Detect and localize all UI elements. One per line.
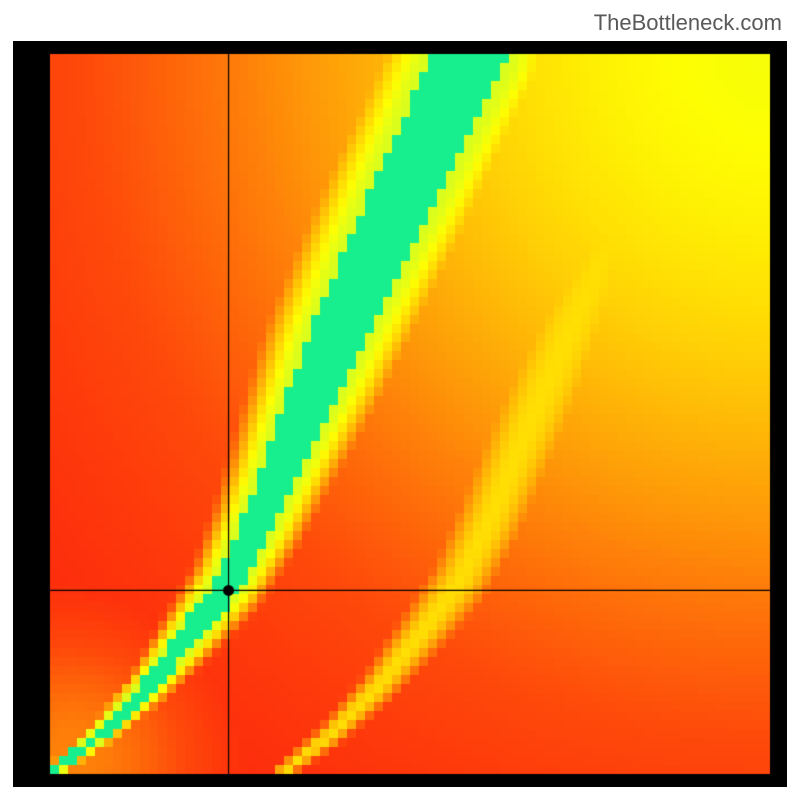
heatmap-canvas — [13, 41, 787, 787]
watermark-text: TheBottleneck.com — [594, 10, 782, 36]
chart-container: TheBottleneck.com — [0, 0, 800, 800]
